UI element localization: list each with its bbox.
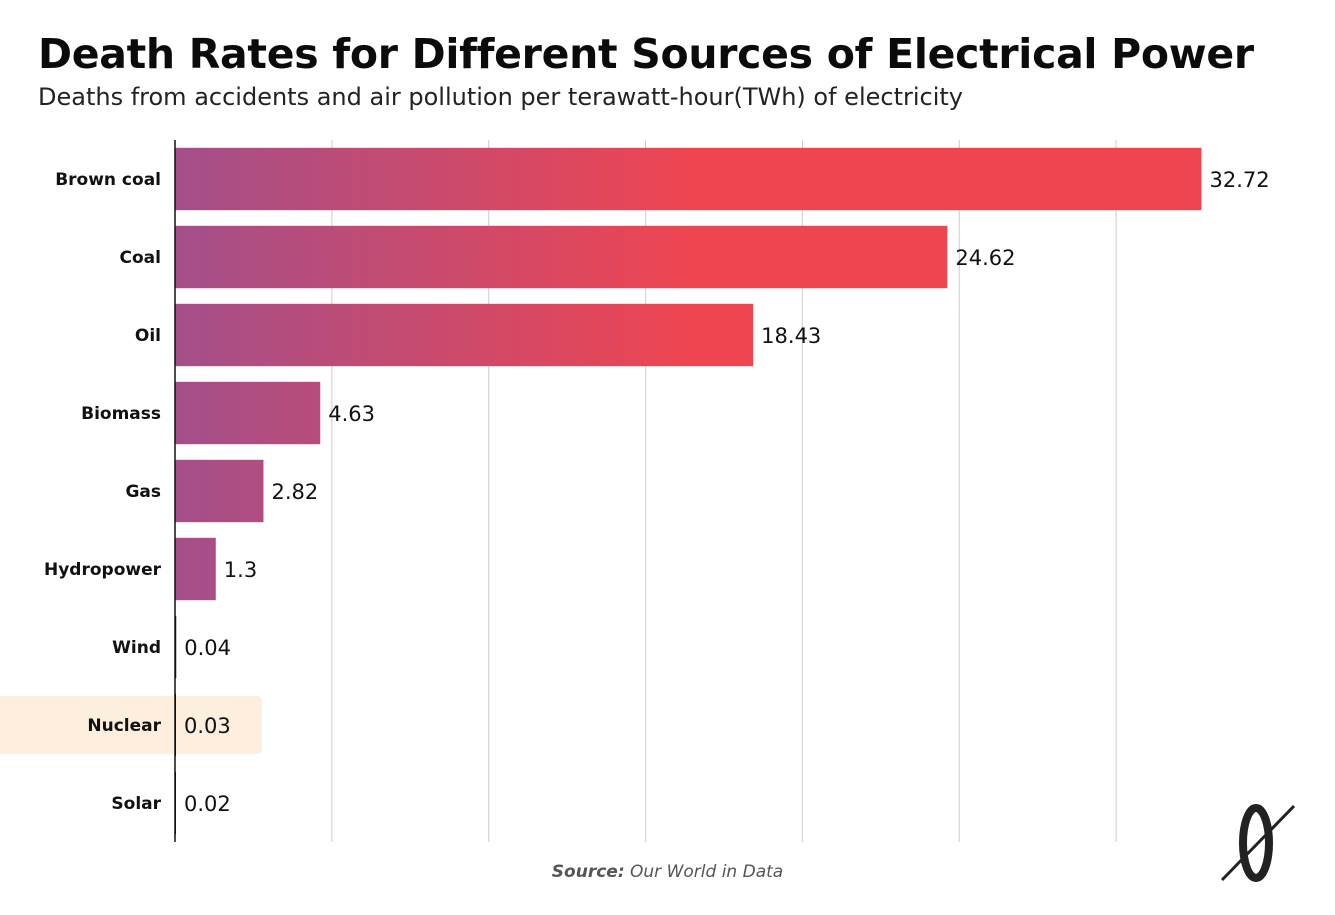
value-label-wind: 0.04 [184, 636, 231, 660]
source-note: Source: Our World in Data [0, 862, 1335, 882]
chart-subtitle: Deaths from accidents and air pollution … [38, 83, 963, 111]
chart-title: Death Rates for Different Sources of Ele… [38, 30, 1254, 78]
value-label-biomass: 4.63 [328, 402, 375, 426]
source-text: Our World in Data [630, 862, 784, 882]
source-label: Source: [551, 862, 625, 882]
category-label-wind: Wind [112, 638, 161, 658]
category-label-coal: Coal [120, 248, 161, 268]
value-label-brown-coal: 32.72 [1209, 168, 1269, 192]
brand-logo [1220, 804, 1296, 882]
logo-zero-glyph [1239, 804, 1273, 882]
bar-coal [175, 225, 948, 289]
value-label-oil: 18.43 [761, 324, 821, 348]
category-label-nuclear: Nuclear [87, 716, 161, 736]
category-label-biomass: Biomass [81, 404, 161, 424]
bar-gas [175, 459, 264, 523]
bar-brown-coal [175, 147, 1202, 211]
category-label-brown-coal: Brown coal [55, 170, 161, 190]
logo-slash [1220, 804, 1296, 882]
highlight-band-nuclear [0, 696, 262, 754]
category-label-hydropower: Hydropower [44, 560, 162, 580]
bar-oil [175, 303, 754, 367]
value-label-hydropower: 1.3 [224, 558, 257, 582]
category-label-solar: Solar [111, 794, 161, 814]
category-label-oil: Oil [135, 326, 161, 346]
value-label-coal: 24.62 [955, 246, 1015, 270]
bar-biomass [175, 381, 321, 445]
category-label-gas: Gas [125, 482, 161, 502]
value-label-nuclear: 0.03 [184, 714, 231, 738]
value-label-solar: 0.02 [184, 792, 231, 816]
value-label-gas: 2.82 [271, 480, 318, 504]
bar-hydropower [175, 537, 216, 601]
